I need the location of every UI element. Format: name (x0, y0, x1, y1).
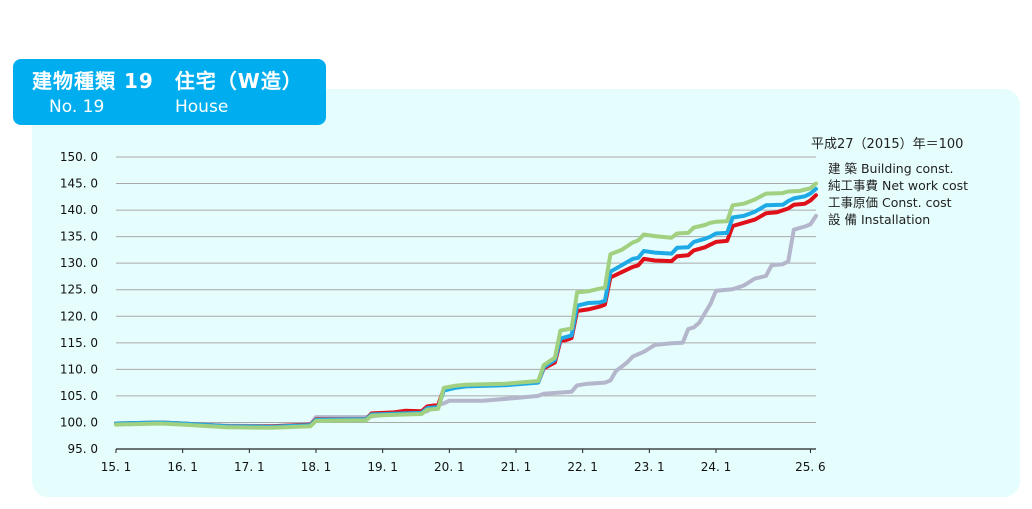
y-tick-label: 105. 0 (60, 389, 98, 403)
y-tick-label: 115. 0 (60, 336, 98, 350)
y-tick-label: 140. 0 (60, 203, 98, 217)
x-tick-label: 24. 1 (701, 460, 732, 474)
x-tick-label: 18. 1 (301, 460, 332, 474)
legend-item-net-work: 純工事費 Net work cost (828, 178, 969, 193)
y-tick-label: 130. 0 (60, 256, 98, 270)
legend: 建 築 Building const. 純工事費 Net work cost 工… (828, 160, 968, 228)
x-tick-label: 22. 1 (567, 460, 598, 474)
series-line (114, 181, 818, 430)
x-tick-label: 16. 1 (167, 460, 198, 474)
y-tick-label: 95. 0 (67, 442, 98, 456)
y-tick-label: 110. 0 (60, 362, 98, 376)
chart-number: No. 19 (49, 97, 105, 117)
x-tick-label: 17. 1 (234, 460, 265, 474)
legend-item-const-cost: 工事原価 Const. cost (828, 195, 952, 210)
y-tick-label: 135. 0 (60, 230, 98, 244)
x-tick-label: 19. 1 (367, 460, 398, 474)
series-line (114, 193, 818, 429)
x-tick-label: 15. 1 (101, 460, 132, 474)
x-tick-label: 25. 6 (795, 460, 826, 474)
chart-title-jp: 建物種類 19 住宅（W造） (32, 69, 303, 93)
y-tick-label: 150. 0 (60, 150, 98, 164)
base-year-note: 平成27（2015）年＝100 (811, 137, 964, 152)
y-tick-label: 145. 0 (60, 177, 98, 191)
y-tick-label: 120. 0 (60, 309, 98, 323)
x-tick-label: 20. 1 (434, 460, 465, 474)
legend-item-installation: 設 備 Installation (828, 212, 931, 227)
y-tick-label: 100. 0 (60, 415, 98, 429)
chart-title-en: House (175, 97, 229, 117)
series-line (114, 213, 818, 429)
x-tick-label: 21. 1 (501, 460, 532, 474)
x-tick-label: 23. 1 (634, 460, 665, 474)
legend-item-building: 建 築 Building const. (828, 161, 954, 176)
y-tick-label: 125. 0 (60, 283, 98, 297)
title-box: 建物種類 19 住宅（W造） No. 19 House (13, 59, 326, 125)
